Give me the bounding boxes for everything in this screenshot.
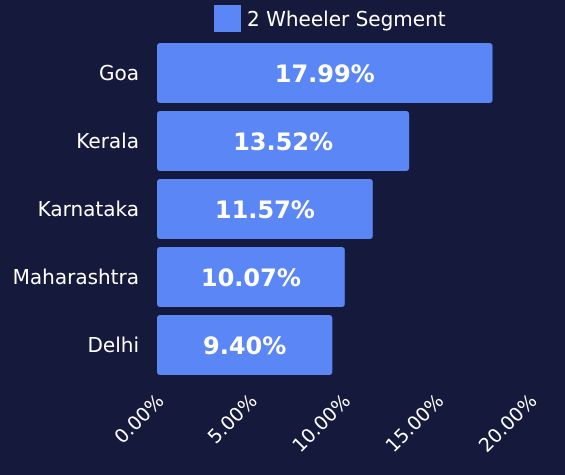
x-tick-label-0: 0.00% [110, 390, 168, 448]
category-label-delhi: Delhi [88, 333, 140, 357]
bar-goa [157, 43, 493, 103]
bar-karnataka [157, 179, 373, 239]
legend-label: 2 Wheeler Segment [247, 7, 446, 31]
legend: 2 Wheeler Segment [214, 5, 446, 32]
bars-group: 17.99% 13.52% 11.57% 10.07% 9.40% [157, 43, 493, 375]
x-tick-label-2: 10.00% [288, 390, 355, 457]
category-label-karnataka: Karnataka [38, 197, 139, 221]
category-label-maharashtra: Maharashtra [13, 265, 139, 289]
bar-maharashtra [157, 247, 345, 307]
x-axis-tick-labels: 0.00% 5.00% 10.00% 15.00% 20.00% [110, 390, 541, 457]
category-label-goa: Goa [99, 61, 139, 85]
data-label-karnataka: 11.57% [215, 196, 315, 224]
bar-kerala [157, 111, 410, 171]
x-tick-label-3: 15.00% [381, 390, 448, 457]
x-tick-label-1: 5.00% [204, 390, 262, 448]
category-label-kerala: Kerala [76, 129, 139, 153]
legend-swatch [214, 5, 241, 32]
data-label-maharashtra: 10.07% [201, 264, 301, 292]
data-label-delhi: 9.40% [203, 332, 286, 360]
x-tick-label-4: 20.00% [475, 390, 542, 457]
category-labels: Goa Kerala Karnataka Maharashtra Delhi [13, 61, 139, 357]
bar-delhi [157, 315, 333, 375]
data-label-kerala: 13.52% [233, 128, 333, 156]
data-label-goa: 17.99% [275, 60, 375, 88]
